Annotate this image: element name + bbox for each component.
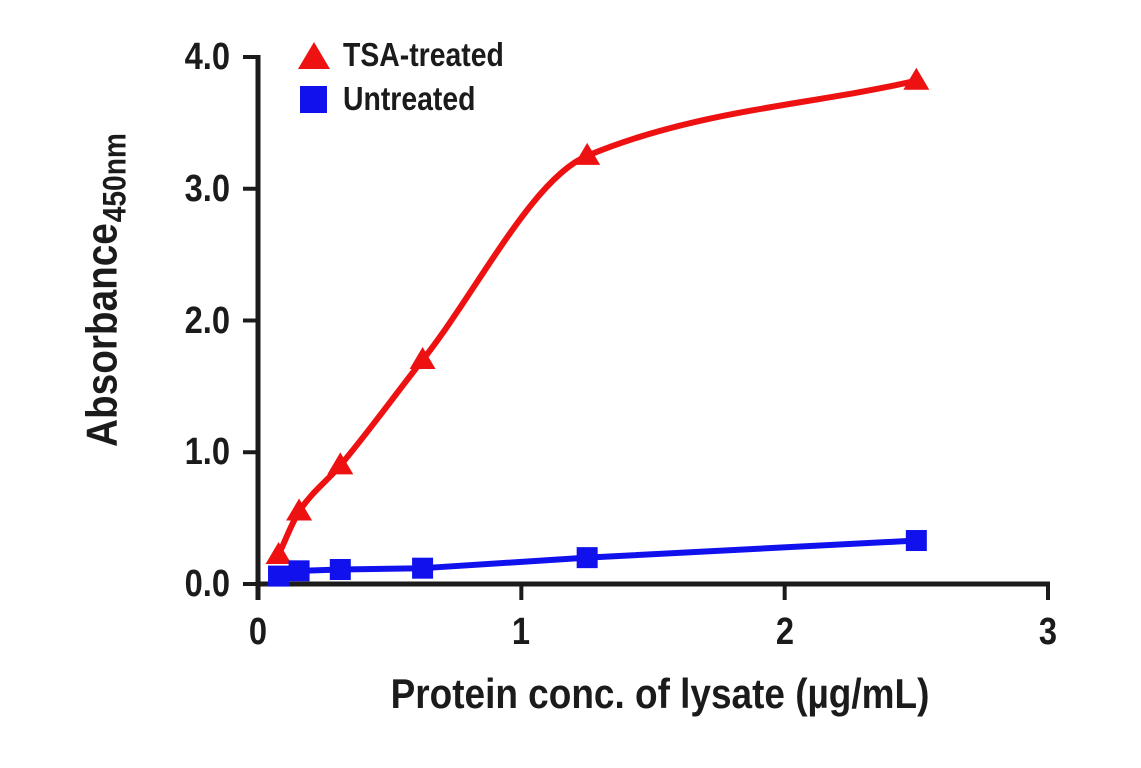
- y-tick-label: 0.0: [184, 563, 230, 605]
- x-axis-title: Protein conc. of lysate (µg/mL): [390, 670, 930, 717]
- x-tick-label: 1: [512, 611, 531, 653]
- tsa-treated-point: [265, 542, 292, 565]
- tsa-treated-point: [409, 347, 436, 370]
- x-tick-label: 2: [775, 611, 794, 653]
- y-tick-label: 2.0: [184, 299, 230, 342]
- y-axis-title-subscript: 450nm: [96, 133, 133, 223]
- square-marker-icon: [300, 86, 327, 113]
- y-tick-label: 3.0: [184, 167, 230, 210]
- untreated-point: [905, 530, 927, 552]
- tsa-treated-curve: [275, 77, 920, 559]
- x-tick-label: 3: [1038, 611, 1058, 653]
- untreated-point: [268, 565, 290, 587]
- legend-label-untreated: Untreated: [343, 80, 476, 117]
- tsa-treated-point: [327, 452, 354, 475]
- untreated-point: [576, 547, 598, 569]
- x-tick-label: 0: [248, 611, 268, 653]
- untreated-point: [412, 557, 434, 579]
- triangle-marker-icon: [298, 42, 330, 69]
- tsa-treated-point: [286, 498, 313, 521]
- y-axis-title-text: Absorbance: [77, 223, 127, 447]
- tsa-treated-point: [903, 67, 930, 90]
- legend-label-tsa-treated: TSA-treated: [343, 36, 504, 73]
- y-tick-label: 1.0: [184, 431, 230, 474]
- y-axis-title: Absorbance450nm: [77, 133, 133, 447]
- untreated-point: [329, 559, 351, 581]
- untreated-point: [288, 560, 310, 582]
- y-tick-label: 4.0: [184, 36, 230, 78]
- tsa-treated-point: [574, 142, 601, 165]
